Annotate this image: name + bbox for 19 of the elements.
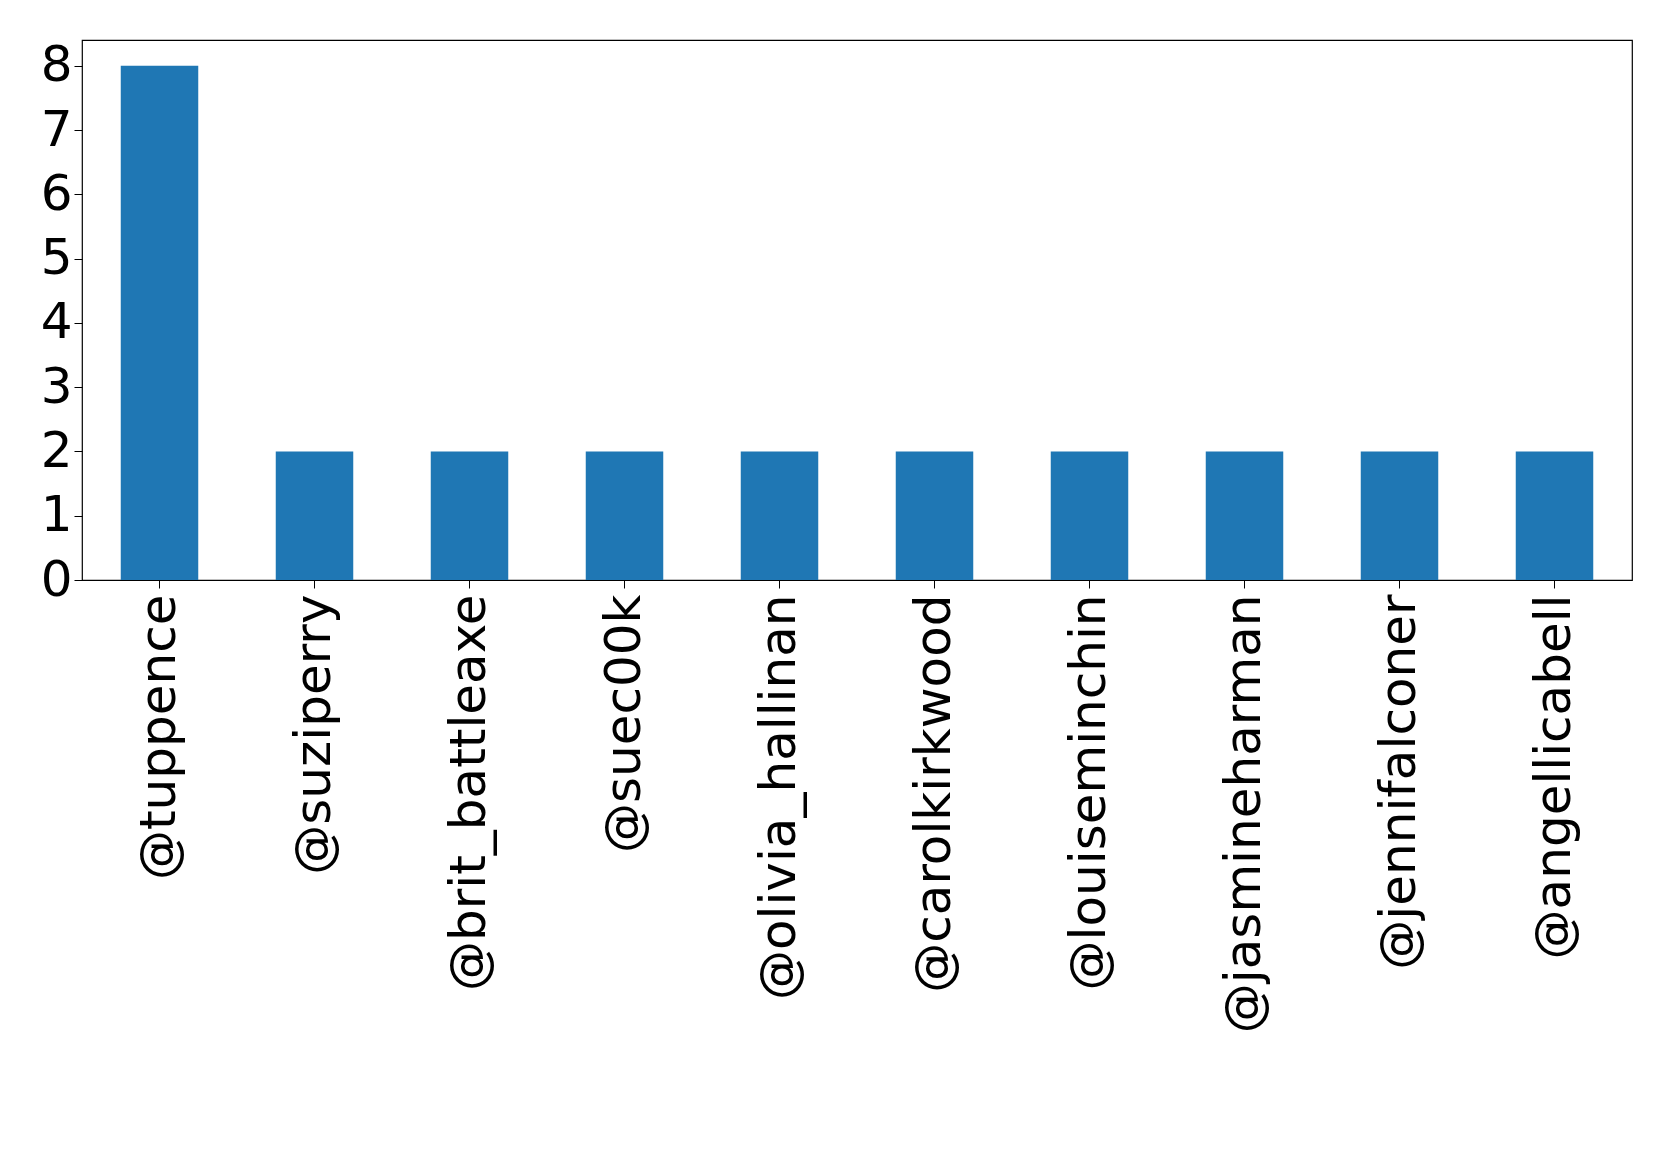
x-tick-label: @suec00k [593,594,652,854]
y-tick-label: 1 [40,485,73,544]
x-tick-label: @jennifalconer [1368,594,1427,970]
x-tick-label: @angellicabell [1523,594,1582,960]
x-tick-label: @carolkirkwood [903,594,962,993]
y-tick-label: 4 [40,292,73,351]
y-tick-label: 2 [40,420,73,479]
x-tick-label: @tuppence [128,594,187,880]
y-tick-label: 7 [40,99,73,158]
y-tick-label: 6 [40,163,73,222]
x-tick-label: @olivia_hallinan [748,594,807,1001]
y-tick-label: 5 [40,228,73,287]
x-tick-label: @brit_battleaxe [438,594,497,991]
y-tick-label: 0 [40,549,73,608]
x-tick-label: @jasmineharman [1213,594,1272,1034]
x-tick-label: @louiseminchin [1058,594,1117,991]
y-tick-label: 3 [40,356,73,415]
y-tick-label: 8 [40,35,73,94]
x-tick-label: @suziperry [283,594,342,875]
